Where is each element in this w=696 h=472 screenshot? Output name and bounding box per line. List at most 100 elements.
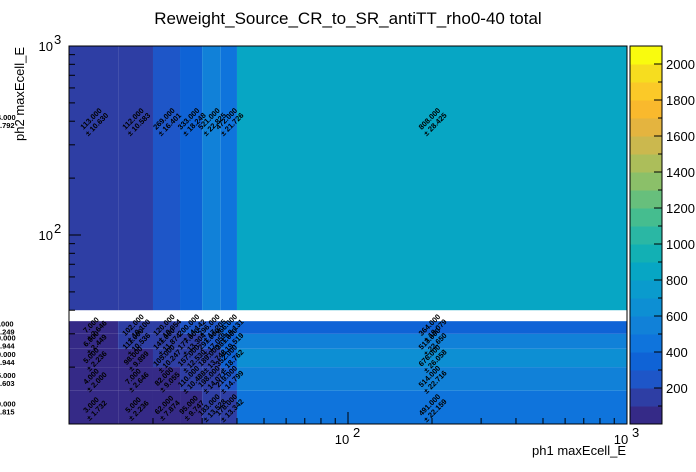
cell-value-label: 2020.000 [0,333,16,342]
heatmap-cell [220,367,237,391]
heatmap-cell [118,333,153,349]
heatmap-cell [69,390,119,424]
cell-value-label: 2099.000 [0,399,16,408]
color-scale-segment [630,82,662,101]
color-scale-segment [630,262,662,281]
heatmap-cell [69,321,119,334]
heatmap-cell [118,46,153,311]
heatmap-cell [202,46,221,311]
heatmap-cell [152,321,181,334]
x-tick-label: 10 [614,432,628,447]
heatmap-cell [118,321,153,334]
chart-title: Reweight_Source_CR_to_SR_antiTT_rho0-40 … [154,9,541,28]
heatmap-cell [180,46,203,311]
heatmap-cell [152,348,181,368]
heatmap-cell [180,321,203,334]
cell-error-label: ± 44.944 [0,341,15,350]
color-scale-segment [630,46,662,65]
y-axis-label: ph2 maxEcell_E [12,47,27,141]
heatmap-cell [220,333,237,349]
color-scale-segment [630,208,662,227]
heatmap-cells [69,46,627,424]
color-scale-tick-label: 2000 [666,57,695,72]
heatmap-cell [202,321,221,334]
heatmap-cell [236,333,627,349]
heatmap-cell [236,348,627,368]
cell-value-label: 1664.000 [0,113,16,122]
heatmap-cell [152,46,181,311]
heatmap-cell [118,348,153,368]
heatmap-cell [152,390,181,424]
heatmap-cell [180,367,203,391]
color-scale-segment [630,136,662,155]
x-tick-label: 10 [335,432,349,447]
heatmap-cell [69,348,119,368]
heatmap-cell [236,367,627,391]
color-scale-segment [630,352,662,371]
heatmap-cell [69,333,119,349]
x-axis-label: ph1 maxEcell_E [532,443,626,458]
y-tick-label: 10 [39,39,53,54]
color-scale: 200 400 600 800 1000 1200 1400 1600 1800 2000 [629,45,695,425]
cell-error-label: ± 45.815 [0,407,15,416]
heatmap-cell [152,367,181,391]
color-scale-tick-label: 1200 [666,201,695,216]
heatmap-cell [236,321,627,334]
color-scale-segment [630,154,662,173]
heatmap-cell [202,333,221,349]
color-scale-frame [629,45,663,425]
x-axis: 10 2 10 3 [68,412,639,447]
color-scale-tick-label: 1600 [666,129,695,144]
x-tick-exponent: 3 [632,425,639,440]
cell-error-label: ± 30.249 [0,327,15,336]
color-scale-segment [630,280,662,299]
heatmap-cell [220,46,237,311]
heatmap-cell [69,367,119,391]
heatmap-cell [180,390,203,424]
color-scale-tick-label: 400 [666,345,688,360]
cell-error-label: ± 44.944 [0,358,15,367]
x-tick-exponent: 2 [353,425,360,440]
color-scale-segment [630,244,662,263]
color-scale-segment [630,172,662,191]
heatmap-cell [69,46,119,311]
heatmap-cell [180,348,203,368]
heatmap-cell [202,348,221,368]
heatmap-cell [152,333,181,349]
y-tick-label: 10 [39,228,53,243]
heatmap-cell [180,333,203,349]
cell-error-label: ± 42.603 [0,379,15,388]
color-scale-segment [630,370,662,389]
y-tick-exponent: 3 [54,32,61,47]
color-scale-tick-label: 1400 [666,165,695,180]
color-scale-segment [630,388,662,407]
color-scale-segment [630,118,662,137]
heatmap-cell [118,367,153,391]
cell-error-label: ± 40.792 [0,121,15,130]
cell-value-label: 1815.000 [0,371,16,380]
color-scale-tick-label: 600 [666,309,688,324]
color-scale-segment [630,64,662,83]
color-scale-segment [630,298,662,317]
heatmap-cell-labels: 3.000± 1.732 5.000± 2.236 62.000± 7.87495.… [0,106,449,424]
color-scale-tick-label: 1800 [666,93,695,108]
color-scale-segment [630,316,662,335]
heatmap-cell [220,321,237,334]
heatmap-cell [202,390,221,424]
color-scale-segment [630,406,662,425]
color-scale-tick-label: 1000 [666,237,695,252]
cell-value-label: 915.000 [0,319,14,328]
heatmap-cell [202,367,221,391]
heatmap-cell [220,348,237,368]
heatmap-cell [118,390,153,424]
color-scale-tick-label: 800 [666,273,688,288]
y-tick-exponent: 2 [54,221,61,236]
cell-value-label: 2020.000 [0,350,16,359]
color-scale-segment [630,334,662,353]
heatmap-cell [236,46,627,311]
color-scale-segment [630,226,662,245]
color-scale-segment [630,100,662,119]
